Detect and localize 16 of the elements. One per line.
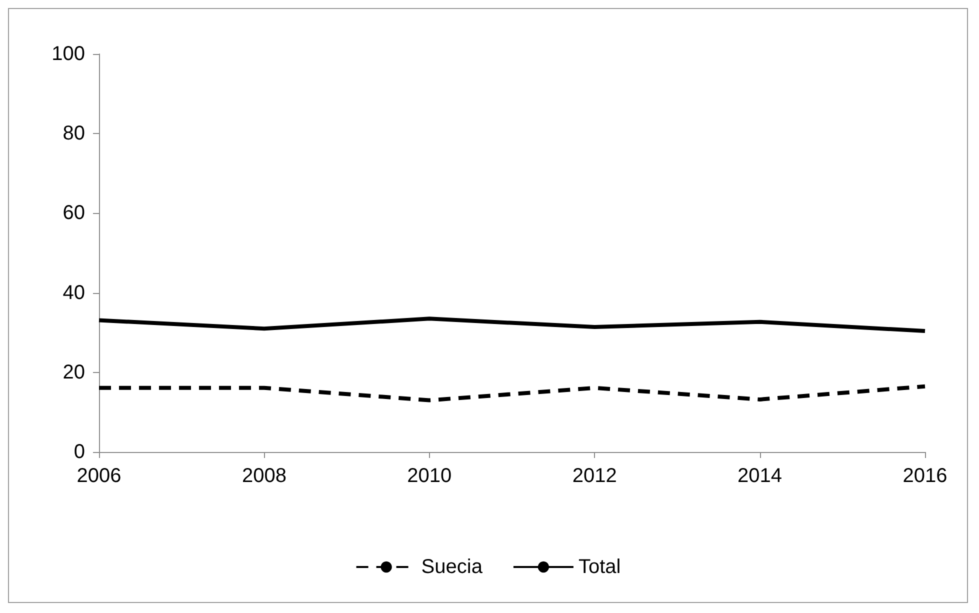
- legend-label: Total: [578, 556, 621, 578]
- x-tick-label: 2006: [76, 465, 122, 487]
- y-tick-label: 40: [62, 282, 85, 304]
- x-tick-label: 2014: [738, 465, 782, 487]
- x-tick-label: 2016: [902, 465, 948, 487]
- line-series: [97, 384, 927, 402]
- y-tick-label: 0: [74, 441, 85, 463]
- legend-label: Suecia: [421, 556, 484, 578]
- y-tick-label: 80: [62, 122, 85, 145]
- x-tick-label: 2010: [407, 465, 452, 487]
- line-series: [97, 316, 927, 334]
- y-tick-label: 20: [62, 361, 85, 384]
- y-tick-label: 100: [52, 43, 85, 65]
- x-tick-label: 2012: [572, 465, 617, 487]
- y-tick-label: 60: [62, 202, 85, 224]
- x-tick-label: 2008: [242, 465, 286, 487]
